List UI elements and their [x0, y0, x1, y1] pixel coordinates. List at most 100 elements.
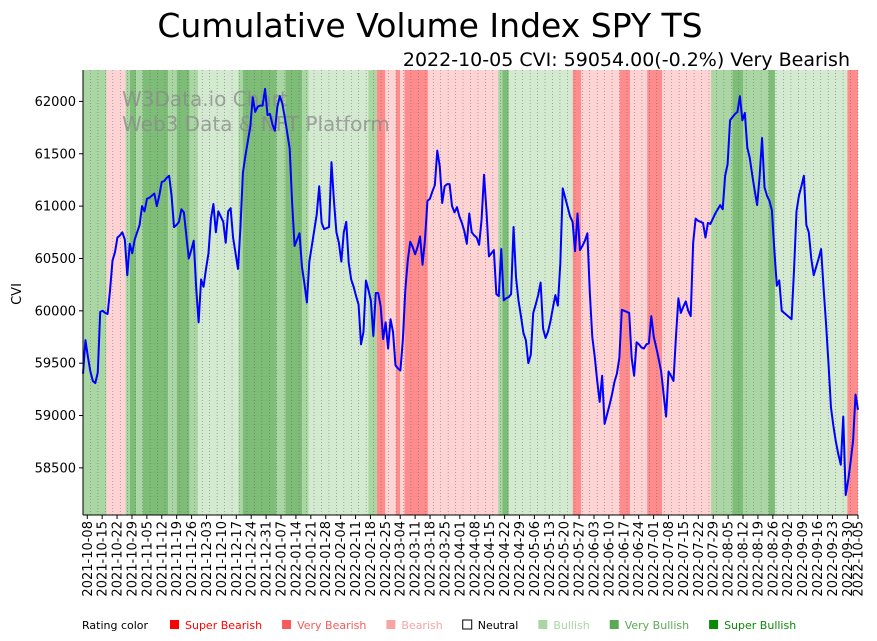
legend-label: Super Bearish [185, 619, 262, 632]
x-tick-label: 2022-05-27 [573, 521, 588, 597]
rating-band-very-bearish [395, 70, 401, 515]
rating-band-bullish [276, 70, 286, 515]
x-tick-label: 2022-09-02 [781, 521, 796, 597]
x-tick-label: 2022-02-04 [334, 521, 349, 597]
legend-swatch [462, 619, 473, 630]
x-tick-label: 2022-03-04 [394, 521, 409, 597]
x-tick-label: 2022-02-25 [379, 521, 394, 597]
x-tick-label: 2022-01-07 [275, 521, 290, 597]
x-tick-label: 2021-11-19 [170, 521, 185, 597]
x-tick-label: 2021-10-15 [96, 521, 111, 597]
legend-swatch [170, 620, 179, 629]
rating-band-very-bullish [129, 70, 137, 515]
x-tick-label: 2022-09-16 [811, 521, 826, 597]
x-tick-label: 2022-03-18 [424, 521, 439, 597]
x-tick-label: 2022-07-22 [692, 521, 707, 597]
rating-band-very-bearish [404, 70, 428, 515]
cvi-series-line [82, 87, 859, 497]
rating-band-bearish [400, 70, 405, 515]
legend-label: Very Bullish [625, 619, 689, 632]
rating-band-very-bullish [242, 70, 277, 515]
legend-label: Bearish [401, 619, 442, 632]
x-tick-label: 2021-12-24 [245, 521, 260, 597]
x-tick-label: 2022-09-09 [796, 521, 811, 597]
x-tick-label: 2022-01-21 [304, 521, 319, 597]
x-tick-label: 2022-06-03 [587, 521, 602, 597]
x-tick-label: 2021-11-12 [155, 521, 170, 597]
x-tick-label: 2022-06-24 [632, 521, 647, 597]
rating-band-neutral-bull [308, 70, 369, 515]
watermark-line-1: W3Data.io Chart [122, 87, 288, 111]
chart-title: Cumulative Volume Index SPY TS [157, 6, 702, 45]
legend-label: Neutral [478, 619, 519, 632]
x-tick-label: 2022-03-25 [438, 521, 453, 597]
x-tick-label: 2021-12-17 [230, 521, 245, 597]
y-tick-label: 61500 [35, 147, 76, 162]
x-tick-label: 2022-06-10 [602, 521, 617, 597]
x-tick-label: 2022-04-15 [483, 521, 498, 597]
x-axis-ticks: 2021-10-08 2021-10-15 2021-10-22 2021-10-29… [81, 515, 867, 597]
y-tick-label: 59000 [35, 409, 76, 424]
rating-band-very-bullish [285, 70, 303, 515]
axes [82, 70, 858, 516]
x-tick-label: 2021-10-29 [125, 521, 140, 597]
x-tick-label: 2022-08-19 [751, 521, 766, 597]
x-tick-label: 2022-01-28 [319, 521, 334, 597]
legend-title: Rating color [82, 619, 149, 632]
x-tick-label: 2022-07-01 [647, 521, 662, 597]
x-tick-label: 2021-10-22 [111, 521, 126, 597]
x-tick-label: 2021-10-08 [81, 521, 96, 597]
x-tick-label: 2022-07-15 [677, 521, 692, 597]
legend-label: Very Bearish [297, 619, 366, 632]
y-tick-label: 60000 [35, 304, 76, 319]
chart-subtitle: 2022-10-05 CVI: 59054.00(-0.2%) Very Bea… [403, 49, 850, 71]
legend-label: Super Bullish [724, 619, 796, 632]
x-tick-label: 2022-08-05 [722, 521, 737, 597]
rating-band-bullish [136, 70, 143, 515]
x-tick-label: 2021-12-03 [200, 521, 215, 597]
x-tick-label: 2022-04-01 [453, 521, 468, 597]
x-tick-label: 2022-10-05 [852, 521, 867, 597]
x-tick-label: 2022-04-29 [513, 521, 528, 597]
x-tick-label: 2022-07-08 [662, 521, 677, 597]
y-axis-ticks: 58500 59000 59500 60000 60500 61000 61500 62000 [35, 95, 83, 476]
rating-band-bearish [385, 70, 396, 515]
rating-band-very-bearish [572, 70, 582, 515]
x-tick-label: 2022-08-12 [737, 521, 752, 597]
x-tick-label: 2021-12-31 [260, 521, 275, 597]
x-tick-label: 2022-05-20 [558, 521, 573, 597]
rating-band-very-bullish [142, 70, 169, 515]
rating-band-bullish [189, 70, 198, 515]
rating-band-bearish [581, 70, 620, 515]
x-tick-label: 2021-12-10 [215, 521, 230, 597]
rating-band-very-bearish [619, 70, 631, 515]
rating-band-very-bullish [732, 70, 744, 515]
y-tick-label: 60500 [35, 252, 76, 267]
rating-band-very-bullish [768, 70, 775, 515]
x-tick-label: 2022-02-11 [349, 521, 364, 597]
x-tick-label: 2021-11-26 [185, 521, 200, 597]
x-tick-label: 2021-11-05 [140, 521, 155, 597]
x-tick-label: 2022-04-08 [468, 521, 483, 597]
rating-band-very-bearish [847, 70, 858, 515]
y-axis-label: CVI [10, 283, 25, 305]
x-tick-label: 2022-09-23 [826, 521, 841, 597]
x-tick-label: 2022-07-29 [707, 521, 722, 597]
legend-swatch [609, 620, 619, 629]
x-tick-label: 2022-08-26 [766, 521, 781, 597]
legend-swatch [282, 620, 292, 629]
rating-band-bullish [368, 70, 377, 515]
watermark-line-2: Web3 Data & NFT Platform [122, 112, 390, 136]
y-tick-label: 62000 [35, 95, 76, 110]
x-tick-label: 2022-04-22 [498, 521, 513, 597]
legend-swatch [709, 620, 719, 629]
rating-band-very-bearish [647, 70, 663, 515]
y-tick-label: 59500 [35, 357, 76, 372]
rating-band-bullish [238, 70, 243, 515]
rating-band-bullish [83, 70, 107, 515]
x-tick-label: 2022-06-17 [617, 521, 632, 597]
legend-swatch [538, 620, 548, 629]
legend-label: Bullish [553, 619, 589, 632]
rating-band-very-bullish [502, 70, 509, 515]
